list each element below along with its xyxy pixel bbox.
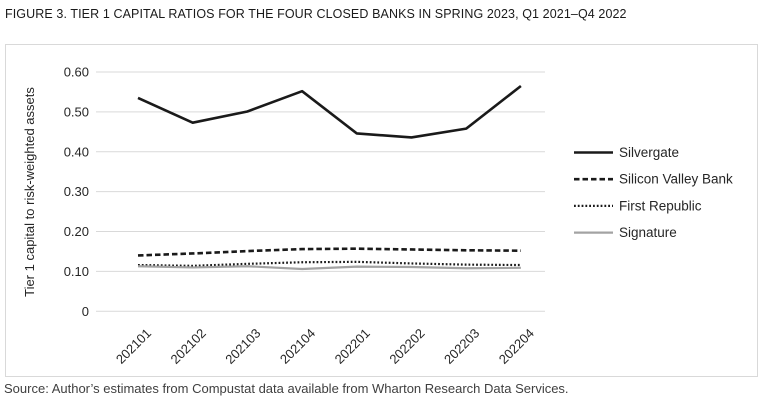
x-tick-label: 202203 (441, 326, 482, 367)
series-line-silvergate (137, 84, 522, 139)
x-tick-label: 202201 (332, 326, 373, 367)
series-line-silicon-valley-bank (137, 247, 521, 257)
y-tick-label: 0.30 (64, 184, 89, 199)
y-tick-label: 0.10 (64, 264, 89, 279)
legend-label-silicon-valley-bank: Silicon Valley Bank (619, 172, 733, 187)
source-note: Source: Author’s estimates from Compusta… (4, 381, 569, 396)
y-tick-label: 0.20 (64, 224, 89, 239)
x-tick-label: 202102 (168, 326, 209, 367)
legend-label-signature: Signature (619, 225, 677, 240)
y-axis-title: Tier 1 capital to risk-weighted assets (22, 87, 37, 297)
x-tick-label: 202204 (496, 326, 537, 367)
chart-panel: 0.60 0.50 0.40 0.30 0.20 0.10 0 202101 202102 202… (5, 44, 758, 377)
legend-label-first-republic: First Republic (619, 198, 702, 213)
x-tick-label: 202101 (113, 326, 154, 367)
y-tick-label: 0.40 (64, 144, 89, 159)
y-tick-label: 0 (82, 304, 89, 319)
x-tick-label: 202103 (222, 326, 263, 367)
y-tick-label: 0.50 (64, 104, 89, 119)
legend-label-silvergate: Silvergate (619, 145, 679, 160)
figure-title: FIGURE 3. TIER 1 CAPITAL RATIOS FOR THE … (5, 7, 627, 21)
y-tick-label: 0.60 (64, 65, 89, 80)
x-tick-label: 202104 (277, 326, 318, 367)
series-line-signature (137, 265, 521, 271)
x-tick-label: 202202 (386, 326, 427, 367)
series-line-first-republic (137, 260, 521, 267)
tier1-capital-line-chart: 0.60 0.50 0.40 0.30 0.20 0.10 0 202101 202102 202… (22, 65, 733, 367)
